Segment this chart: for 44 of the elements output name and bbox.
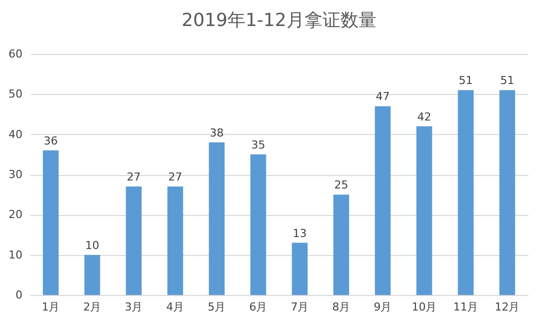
bar xyxy=(374,106,391,295)
y-tick-label: 10 xyxy=(8,248,22,262)
data-label: 25 xyxy=(334,178,348,192)
data-label: 47 xyxy=(376,90,390,104)
x-tick-label: 6月 xyxy=(249,300,268,314)
data-label: 27 xyxy=(126,170,141,184)
x-tick-label: 4月 xyxy=(166,300,184,314)
chart-title: 2019年1-12月拿证数量 xyxy=(182,10,376,31)
data-label: 51 xyxy=(458,74,473,88)
data-label: 13 xyxy=(292,226,307,240)
x-tick-label: 2月 xyxy=(83,300,102,314)
y-tick-label: 60 xyxy=(8,48,22,60)
x-tick-label: 5月 xyxy=(208,300,226,314)
bar xyxy=(333,194,350,295)
bar xyxy=(84,254,100,295)
y-tick-label: 50 xyxy=(8,88,22,101)
data-label: 51 xyxy=(500,74,514,88)
bar xyxy=(167,186,184,295)
y-tick-label: 40 xyxy=(8,128,22,141)
data-label: 38 xyxy=(210,126,224,140)
x-tick-label: 7月 xyxy=(290,300,309,314)
bar xyxy=(126,186,142,295)
data-label: 10 xyxy=(85,238,100,252)
x-tick-label: 1月 xyxy=(42,300,60,314)
bar xyxy=(499,90,516,295)
bar xyxy=(416,126,432,295)
y-tick-label: 20 xyxy=(8,208,22,222)
data-label: 35 xyxy=(251,138,266,152)
data-label: 36 xyxy=(44,134,58,148)
bar xyxy=(42,150,59,295)
x-tick-label: 12月 xyxy=(494,300,520,314)
data-label: 27 xyxy=(168,170,182,184)
x-tick-label: 9月 xyxy=(374,300,392,314)
x-tick-label: 3月 xyxy=(124,300,143,314)
bar xyxy=(208,142,225,295)
y-tick-label: 0 xyxy=(16,288,22,302)
bar xyxy=(250,154,266,295)
x-tick-label: 11月 xyxy=(453,300,478,314)
x-tick-label: 8月 xyxy=(332,300,350,314)
data-label: 42 xyxy=(417,110,432,124)
y-tick-label: 30 xyxy=(8,168,22,181)
bar xyxy=(458,90,474,295)
bar xyxy=(292,242,308,295)
x-tick-label: 10月 xyxy=(412,300,437,314)
